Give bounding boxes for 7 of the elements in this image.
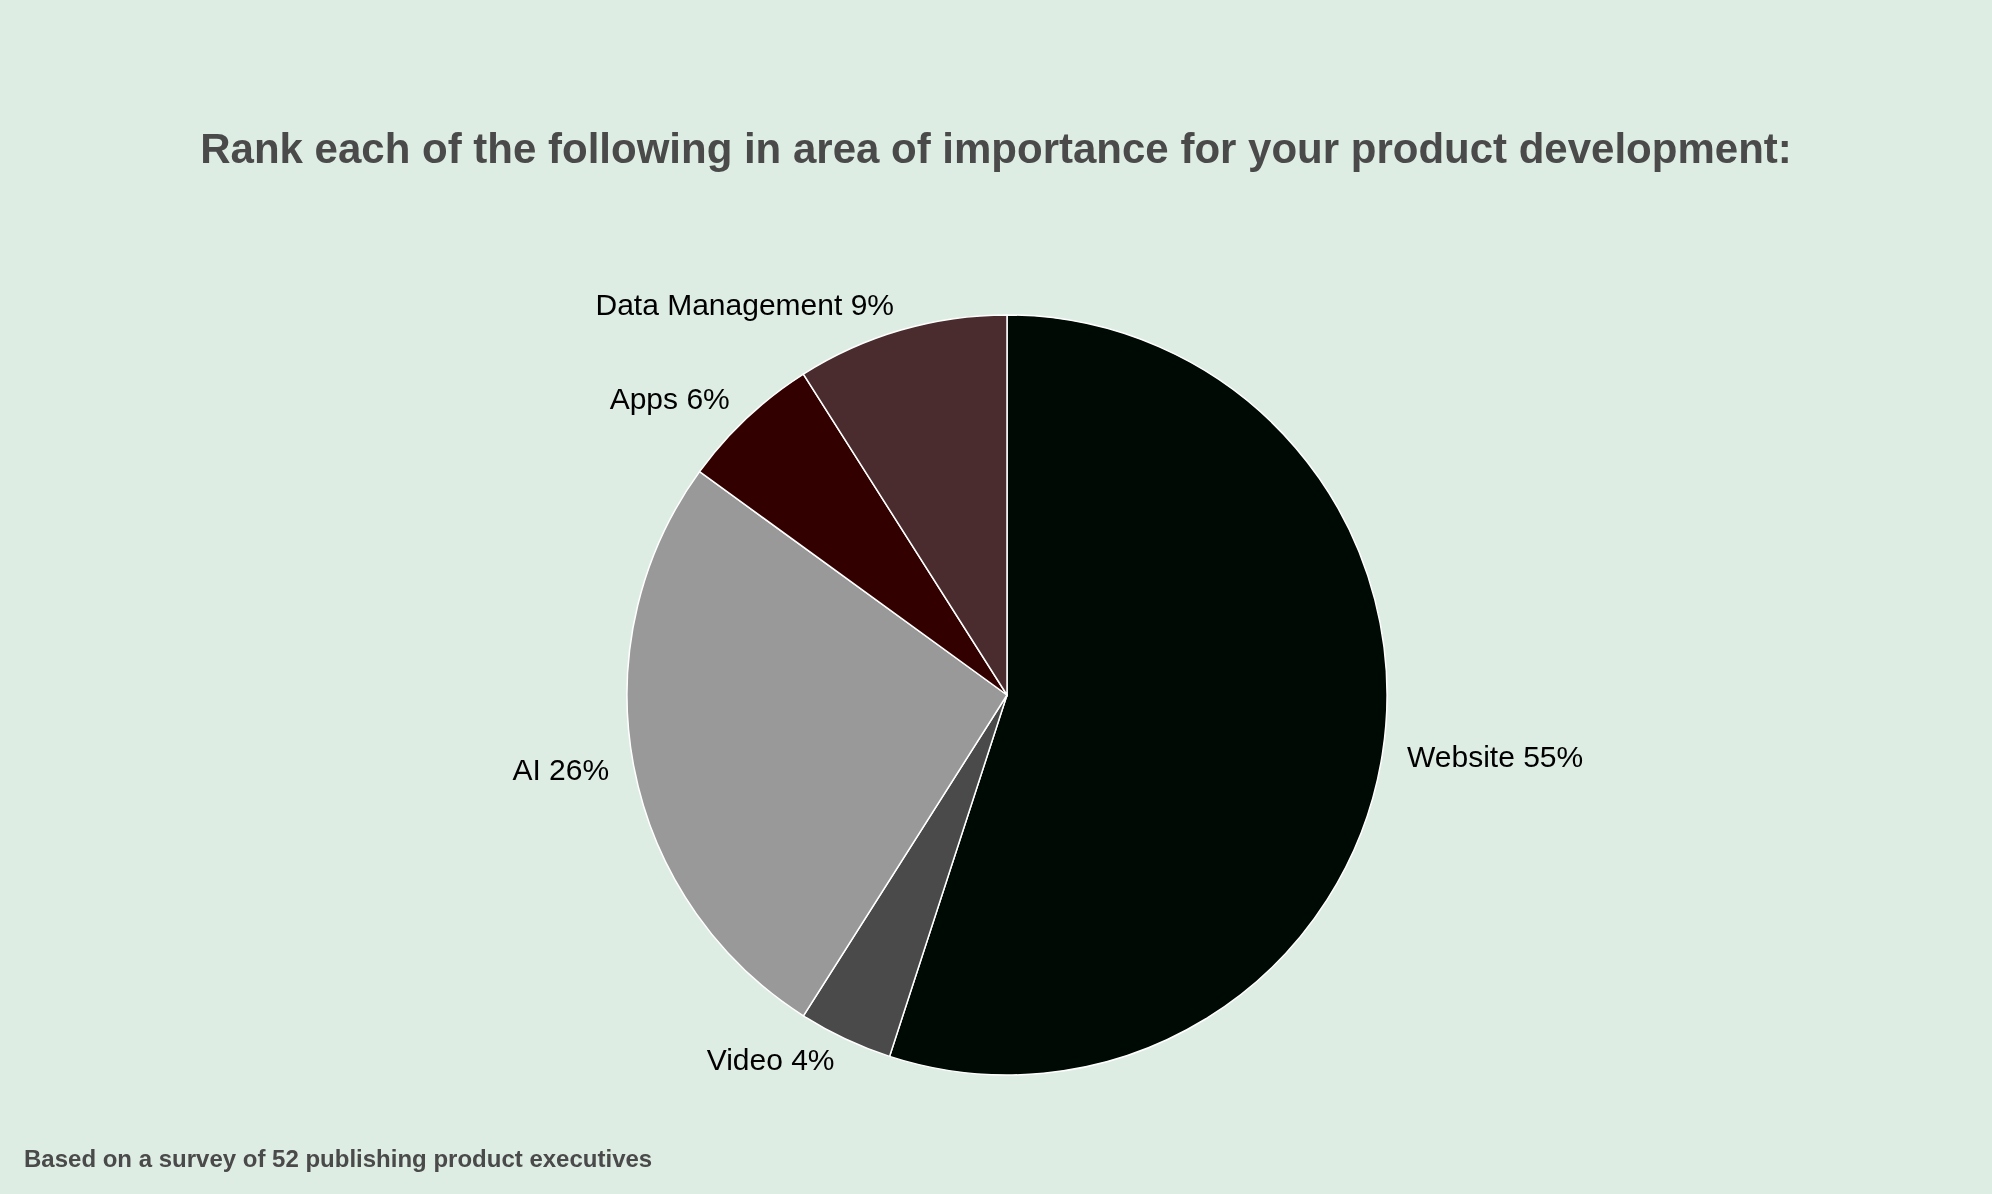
chart-title: Rank each of the following in area of importance for your product development: — [200, 125, 1792, 172]
slice-label: AI 26% — [512, 752, 610, 786]
text: Based on a survey of 52 publishing product executives — [24, 1145, 653, 1172]
slice-label: Apps 6% — [609, 381, 730, 415]
slice-label: Video 4% — [706, 1043, 835, 1077]
slice-label: Data Management 9% — [595, 288, 895, 322]
slice-label: Website 55% — [1407, 740, 1584, 774]
